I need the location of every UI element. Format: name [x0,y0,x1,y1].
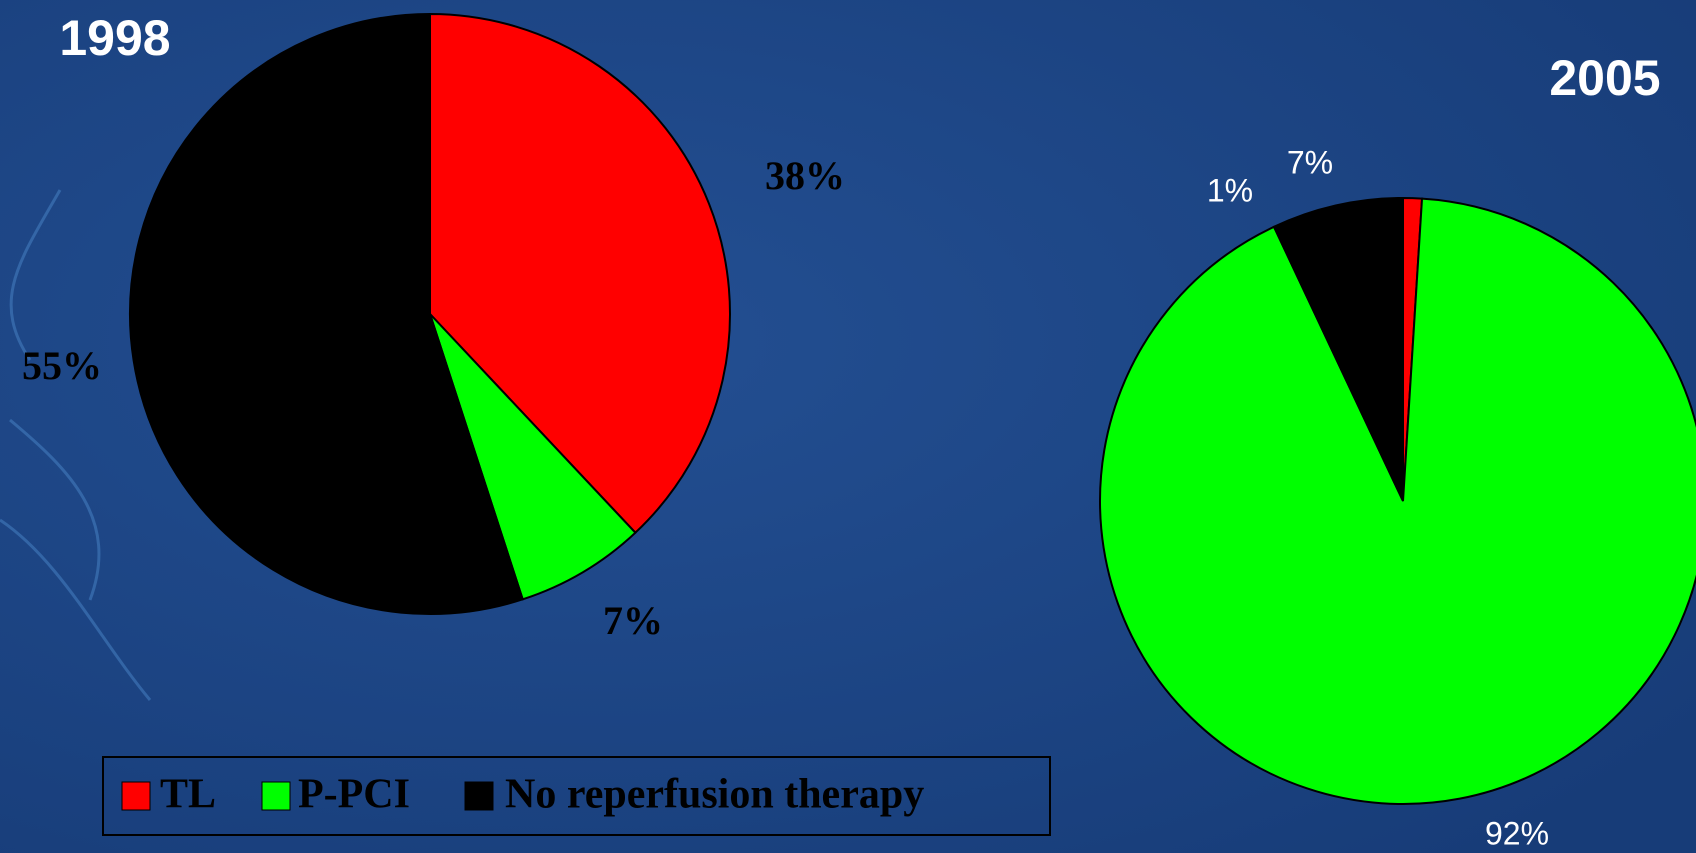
data-label: 38% [765,153,845,198]
chart-title: 1998 [59,10,170,66]
legend-swatch [261,781,291,811]
chart-title: 2005 [1549,50,1660,106]
legend-box [102,756,1051,836]
pie-slice [429,313,637,601]
legend-label: TL [160,772,216,818]
pie-slice [1272,196,1404,502]
data-label: 55% [22,343,102,388]
data-label: 7% [1287,144,1333,180]
pie-slice [129,12,524,615]
data-label: 92% [1485,815,1549,851]
pie-slice [1099,197,1696,805]
legend-label: P-PCI [298,772,410,818]
decoration [0,189,152,701]
pie-slice [429,12,731,535]
legend-label: No reperfusion therapy [505,772,924,818]
data-label: 7% [603,598,663,643]
legend-swatch [464,781,494,811]
legend-swatch [121,781,151,811]
data-label: 1% [1207,172,1253,208]
